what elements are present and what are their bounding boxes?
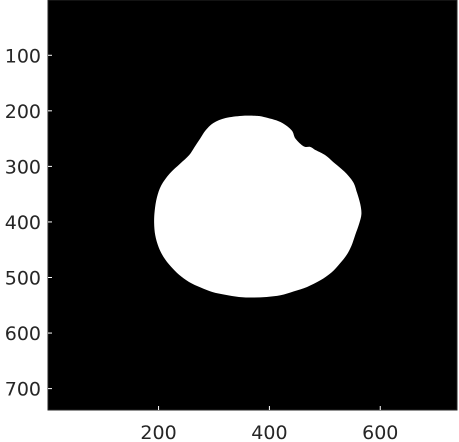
y-tick-label: 100 xyxy=(5,45,41,67)
axes-frame xyxy=(47,0,458,411)
y-tick-label: 300 xyxy=(5,156,41,178)
pear-silhouette xyxy=(154,115,362,298)
x-tick-label: 200 xyxy=(140,422,176,442)
x-axis: 200 400 600 xyxy=(140,406,398,442)
x-tick-label: 600 xyxy=(362,422,398,442)
y-tick-label: 500 xyxy=(5,268,41,290)
y-axis: 100 200 300 400 500 600 700 xyxy=(5,45,52,401)
y-tick-label: 400 xyxy=(5,212,41,234)
x-tick-label: 400 xyxy=(251,422,287,442)
y-tick-label: 700 xyxy=(5,379,41,401)
y-tick-label: 200 xyxy=(5,101,41,123)
y-tick-label: 600 xyxy=(5,323,41,345)
